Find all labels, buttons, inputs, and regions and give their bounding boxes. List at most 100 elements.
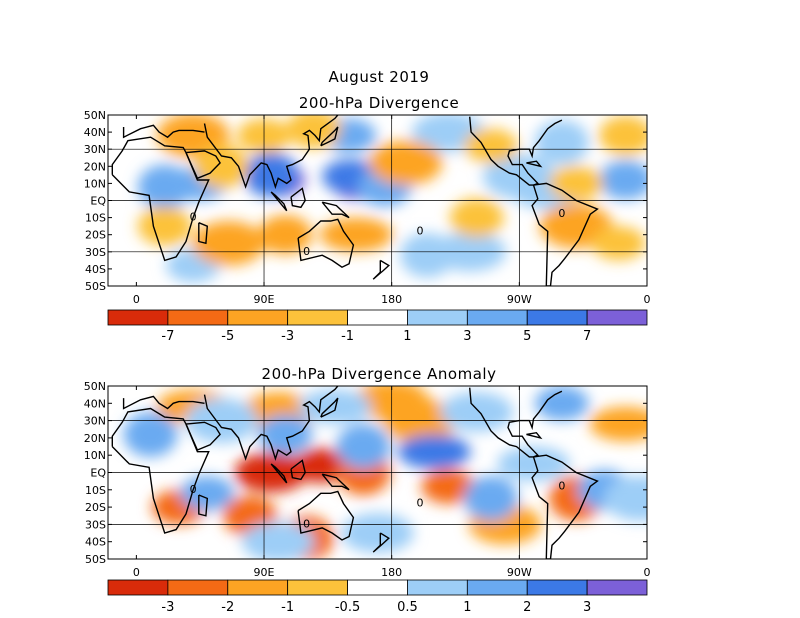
colorbar-label: 3 <box>583 600 591 615</box>
field-cell <box>341 513 414 553</box>
coastline <box>111 136 210 262</box>
coastline <box>469 116 563 186</box>
coastline <box>297 218 355 269</box>
coastline <box>198 222 209 245</box>
coastline <box>270 463 288 484</box>
lat-label: 40N <box>84 397 106 410</box>
field-cell <box>319 217 393 252</box>
coastline <box>122 395 205 410</box>
coastline <box>526 160 543 168</box>
panel-title-divergence: 200-hPa Divergence <box>298 94 460 112</box>
field-cell <box>464 128 518 163</box>
lon-label: 0 <box>644 293 651 306</box>
colorbar-swatch <box>227 579 289 596</box>
coastline <box>270 191 288 212</box>
lon-label: 90E <box>254 566 275 579</box>
lat-label: 40S <box>85 263 106 276</box>
shaded-field <box>137 115 647 283</box>
field-cell <box>123 411 178 457</box>
colorbar-swatch <box>526 309 588 326</box>
contour-label: 0 <box>303 517 310 530</box>
lat-label: 20S <box>85 229 106 242</box>
colorbar-swatch <box>167 309 229 326</box>
colorbar-label: -2 <box>221 600 234 615</box>
colorbar-swatch <box>347 579 408 596</box>
coastlines <box>111 115 599 286</box>
contour-label: 0 <box>417 224 424 237</box>
colorbar-label: -5 <box>221 329 234 344</box>
field-cell <box>603 475 647 521</box>
colorbar-label: 2 <box>523 600 531 615</box>
field-cell <box>534 120 589 165</box>
field-cell <box>449 197 504 238</box>
field-cell <box>298 389 372 425</box>
coastline <box>372 532 390 553</box>
coastline <box>531 454 599 559</box>
colorbar-label: 7 <box>583 329 591 344</box>
lat-label: 10S <box>85 484 106 497</box>
field-cell <box>440 392 514 432</box>
colorbar-swatch <box>347 309 408 326</box>
field-cell <box>464 475 518 521</box>
lat-label: 20N <box>84 160 106 173</box>
field-cell <box>258 414 313 455</box>
field-cell <box>589 406 647 442</box>
coastline <box>122 124 205 139</box>
lat-label: 30N <box>84 415 106 428</box>
lat-label: 30S <box>85 246 106 259</box>
lon-label: 180 <box>381 293 402 306</box>
field-cell <box>369 140 443 186</box>
coastline <box>320 397 339 418</box>
colorbar-label: -0.5 <box>335 600 360 615</box>
lon-label: 180 <box>381 566 402 579</box>
contour-label: 0 <box>190 211 197 224</box>
map-panel-2: 0 0 0 0 50N 40N 30N 20N 10N EQ 10S 20S 30S 40S 50S 0 90E… <box>84 380 651 579</box>
lat-label: 10N <box>84 449 106 462</box>
lon-label: 90W <box>507 566 532 579</box>
coastline <box>185 150 221 180</box>
contour-label: 0 <box>190 483 197 496</box>
panel-title-divergence-anomaly: 200-hPa Divergence Anomaly <box>261 365 497 383</box>
coastline <box>321 201 350 219</box>
colorbar-label: 1 <box>403 329 411 344</box>
lat-label: EQ <box>90 195 106 208</box>
colorbar-label: -3 <box>281 329 294 344</box>
lat-label: 10S <box>85 212 106 225</box>
colorbar-swatch <box>586 579 648 596</box>
field-cell <box>241 521 315 559</box>
field-cell <box>421 469 476 504</box>
colorbar-label: -1 <box>281 600 294 615</box>
field-cell <box>180 475 235 511</box>
colorbar-1: -7 -5 -3 -1 1 3 5 7 <box>107 309 648 344</box>
colorbar-swatch <box>407 309 468 326</box>
lat-label: 40S <box>85 536 106 549</box>
colorbar-swatch <box>287 579 348 596</box>
field-cell <box>192 221 265 266</box>
field-cell <box>598 115 647 156</box>
coastline <box>290 187 306 209</box>
colorbar-label: 1 <box>463 600 471 615</box>
coastline <box>469 387 563 458</box>
coastline <box>203 386 339 462</box>
colorbar-2: -3 -2 -1 -0.5 0.5 1 2 3 <box>107 579 648 615</box>
field-cell <box>598 160 647 200</box>
field-cell <box>336 424 391 470</box>
coastline <box>320 126 339 147</box>
contour-label: 0 <box>558 207 565 220</box>
lat-label: 30N <box>84 143 106 156</box>
lat-label: 50S <box>85 280 106 293</box>
coastline <box>526 431 543 440</box>
lon-label: 90E <box>254 293 275 306</box>
figure-title: August 2019 <box>328 68 430 86</box>
coastline <box>203 115 339 190</box>
coastline <box>185 421 221 451</box>
field-cell <box>137 206 192 246</box>
colorbar-label: 5 <box>523 329 531 344</box>
colorbar-swatch <box>526 579 588 596</box>
lon-label: 90W <box>507 293 532 306</box>
lat-label: 40N <box>84 126 106 139</box>
colorbar-swatch <box>167 579 229 596</box>
field-cell <box>194 144 249 189</box>
colorbar-label: -1 <box>341 329 354 344</box>
